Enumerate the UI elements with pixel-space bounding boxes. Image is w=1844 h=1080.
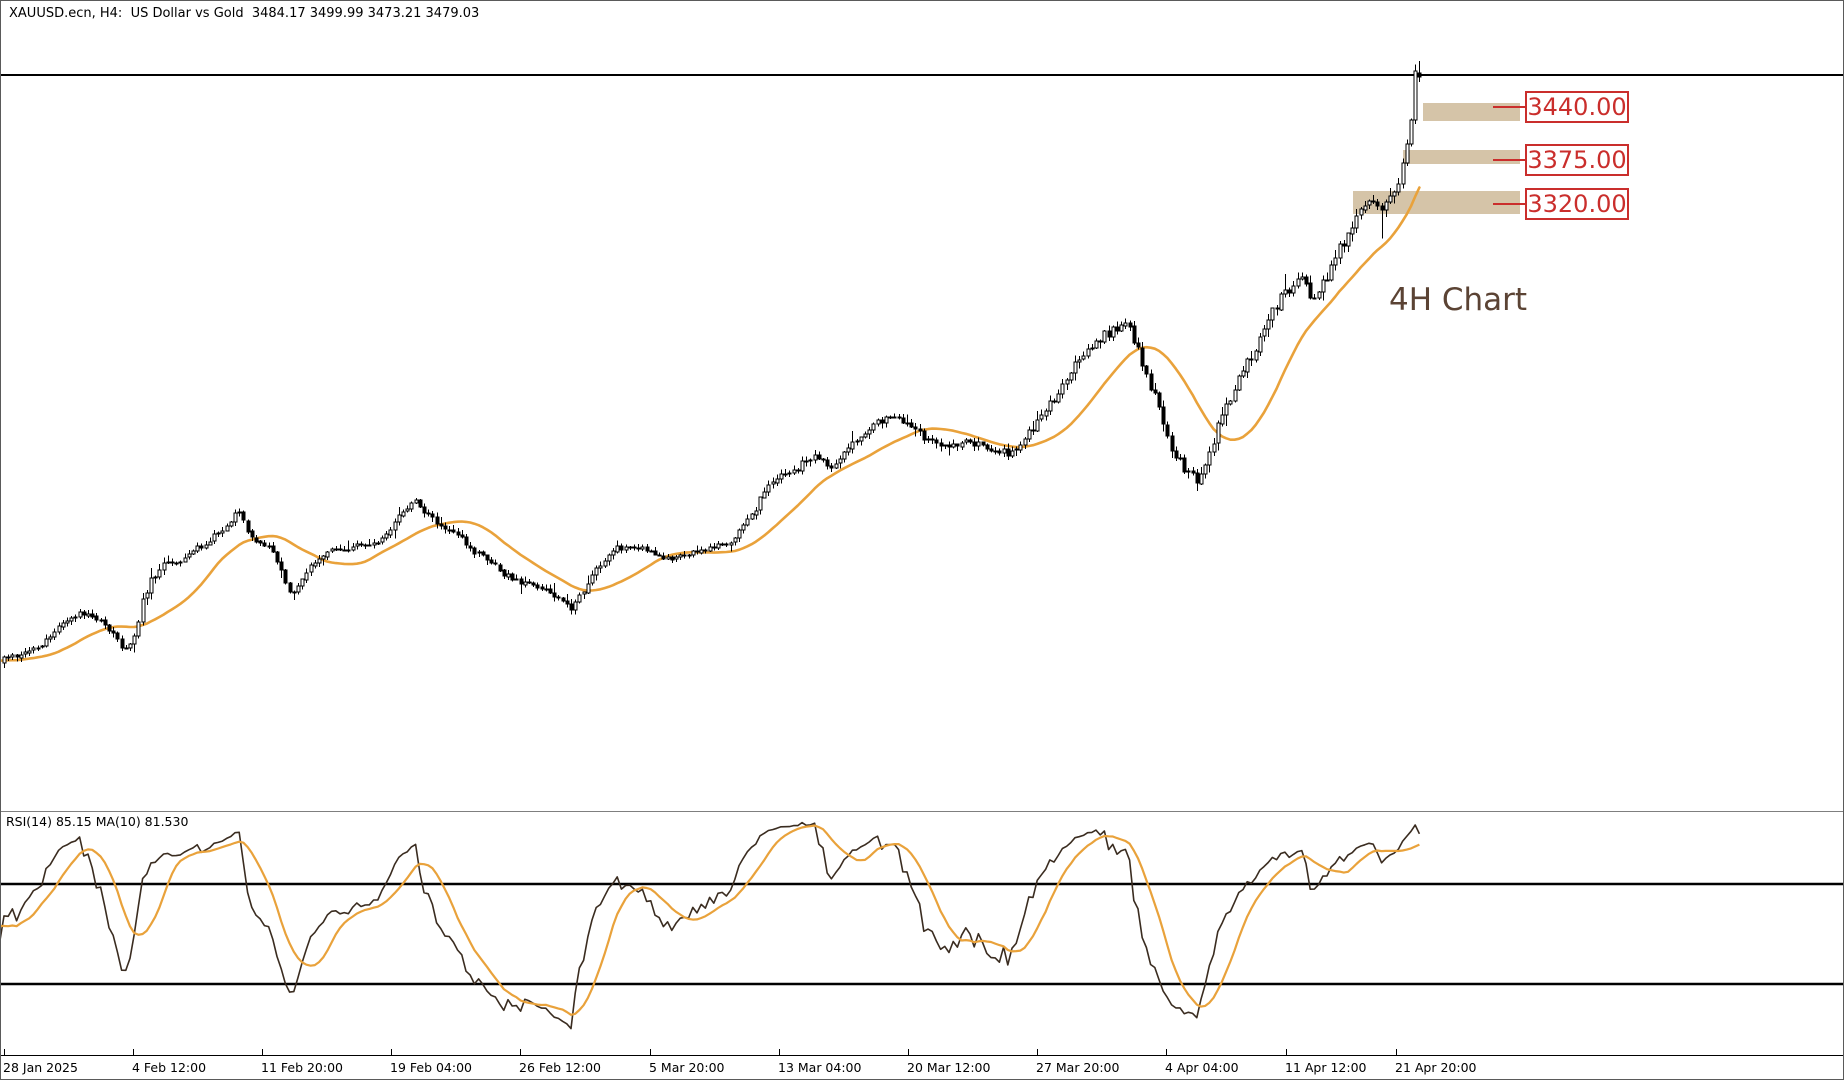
time-axis-tick bbox=[908, 1049, 909, 1055]
rsi-indicator-label: RSI(14) 85.15 MA(10) 81.530 bbox=[6, 814, 189, 829]
time-axis-tick bbox=[133, 1049, 134, 1055]
time-axis-label: 13 Mar 04:00 bbox=[778, 1060, 862, 1075]
time-axis-tick bbox=[1286, 1049, 1287, 1055]
time-axis-tick bbox=[779, 1049, 780, 1055]
price-level-label-3375[interactable]: 3375.00 bbox=[1525, 144, 1629, 176]
time-axis-label: 4 Apr 04:00 bbox=[1165, 1060, 1239, 1075]
main-chart-panel[interactable]: XAUUSD.ecn, H4: US Dollar vs Gold 3484.1… bbox=[1, 1, 1844, 810]
rsi-line bbox=[1, 821, 1421, 1030]
time-axis-label: 26 Feb 12:00 bbox=[519, 1060, 602, 1075]
price-level-label-3440[interactable]: 3440.00 bbox=[1525, 91, 1629, 123]
time-axis-tick bbox=[391, 1049, 392, 1055]
time-axis-label: 5 Mar 20:00 bbox=[649, 1060, 725, 1075]
time-axis-tick bbox=[262, 1049, 263, 1055]
moving-average-line bbox=[1, 186, 1421, 662]
rsi-ma-line bbox=[1, 824, 1420, 1016]
rsi-indicator-panel[interactable]: RSI(14) 85.15 MA(10) 81.530 bbox=[1, 811, 1844, 1055]
candle-wicks bbox=[4, 60, 1420, 668]
time-axis: 28 Jan 2025 4 Feb 12:00 11 Feb 20:00 19 Feb… bbox=[1, 1055, 1843, 1079]
bullish-candle-bodies bbox=[2, 70, 1418, 664]
time-axis-label: 19 Feb 04:00 bbox=[390, 1060, 473, 1075]
time-axis-label: 21 Apr 20:00 bbox=[1395, 1060, 1477, 1075]
time-axis-label: 4 Feb 12:00 bbox=[132, 1060, 207, 1075]
chart-annotation-4h[interactable]: 4H Chart bbox=[1389, 282, 1528, 318]
price-level-label-3320[interactable]: 3320.00 bbox=[1525, 188, 1629, 220]
bearish-candle-bodies bbox=[6, 72, 1422, 659]
time-axis-label: 11 Apr 12:00 bbox=[1285, 1060, 1367, 1075]
time-axis-tick bbox=[1166, 1049, 1167, 1055]
time-axis-tick bbox=[520, 1049, 521, 1055]
time-axis-label: 11 Feb 20:00 bbox=[261, 1060, 344, 1075]
time-axis-tick bbox=[650, 1049, 651, 1055]
time-axis-tick bbox=[1396, 1049, 1397, 1055]
price-zone-3440[interactable] bbox=[1423, 103, 1520, 121]
time-axis-label: 28 Jan 2025 bbox=[3, 1060, 78, 1075]
time-axis-label: 27 Mar 20:00 bbox=[1036, 1060, 1120, 1075]
price-zone-3375[interactable] bbox=[1403, 150, 1520, 164]
chart-title: XAUUSD.ecn, H4: US Dollar vs Gold 3484.1… bbox=[9, 6, 480, 21]
time-axis-label: 20 Mar 12:00 bbox=[907, 1060, 991, 1075]
time-axis-tick bbox=[4, 1049, 5, 1055]
time-axis-tick bbox=[1037, 1049, 1038, 1055]
main-chart-canvas[interactable] bbox=[1, 1, 1844, 810]
rsi-canvas[interactable] bbox=[1, 812, 1844, 1055]
